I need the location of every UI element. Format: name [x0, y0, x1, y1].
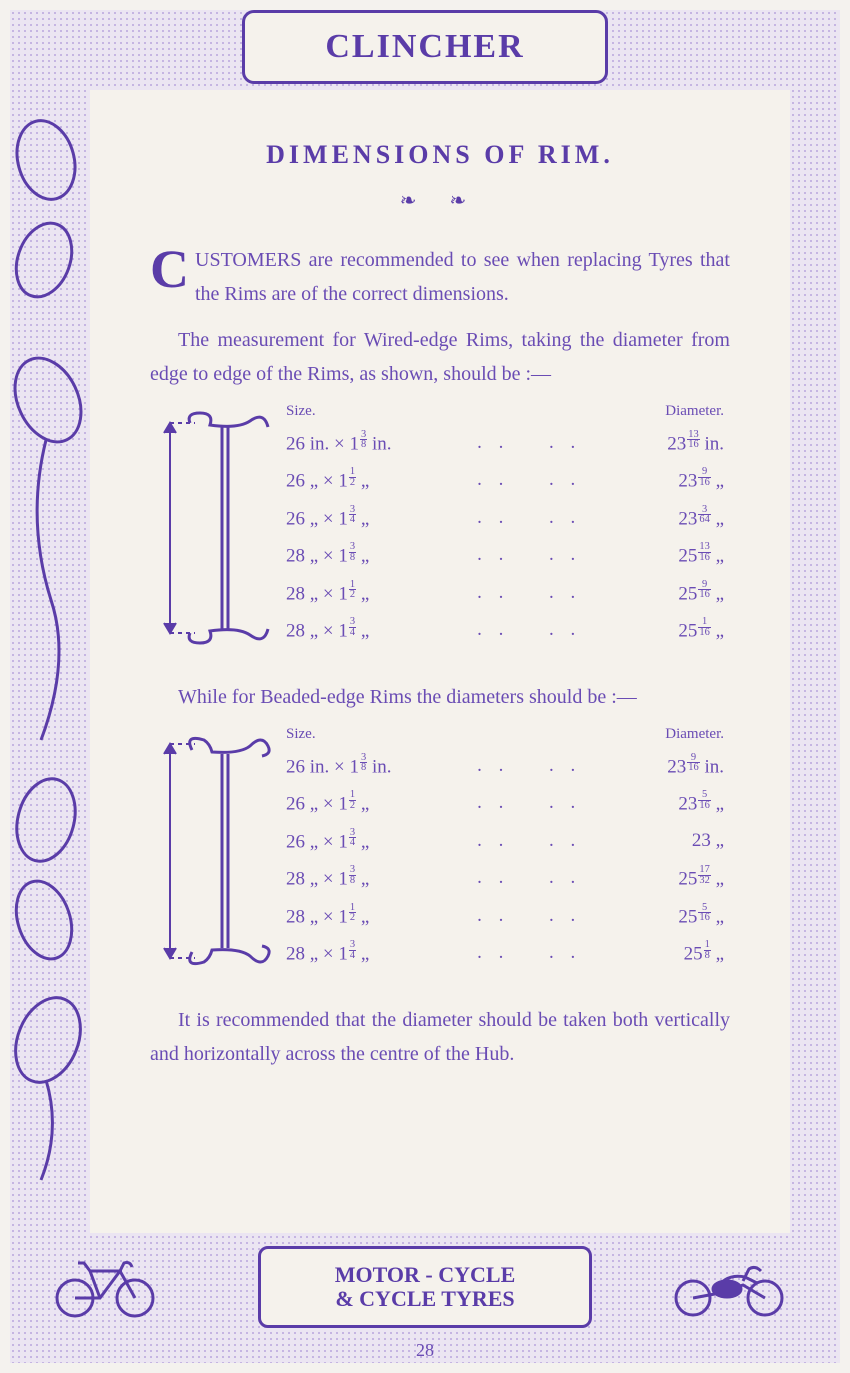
table-row: 26 „ × 112 „. .. .23916 „ [280, 461, 730, 498]
table-row: 26 „ × 112 „. .. .23516 „ [280, 784, 730, 821]
intro-text: USTOMERS are recommended to see when rep… [195, 249, 730, 305]
table-row: 28 „ × 138 „. .. .251732 „ [280, 859, 730, 896]
size-cell: 26 „ × 112 „ [280, 784, 471, 821]
dots: . . [471, 897, 543, 934]
size-cell: 26 „ × 134 „ [280, 499, 471, 536]
dots: . . [543, 461, 615, 498]
footer-scroll: MOTOR - CYCLE & CYCLE TYRES [258, 1246, 592, 1328]
table-row: 28 „ × 134 „. .. .25116 „ [280, 611, 730, 648]
diameter-cell: 25116 „ [615, 611, 730, 648]
diameter-cell: 23 „ [615, 822, 730, 859]
beaded-table-wrap: Size. Diameter. 26 in. × 138 in.. .. .23… [150, 726, 730, 991]
col-size: Size. [280, 403, 471, 424]
dots: . . [543, 822, 615, 859]
dots: . . [471, 499, 543, 536]
title-ornament: ❧ ❧ [150, 188, 730, 213]
beaded-edge-paragraph: While for Beaded-edge Rims the diameters… [150, 680, 730, 714]
motorcycle-icon [665, 1253, 795, 1323]
diameter-cell: 23916 in. [615, 747, 730, 784]
footer-line2: & CYCLE TYRES [335, 1287, 516, 1311]
size-cell: 28 „ × 134 „ [280, 611, 471, 648]
dropcap: C [150, 243, 195, 293]
dots: . . [543, 536, 615, 573]
wired-edge-table: Size. Diameter. 26 in. × 138 in.. .. .23… [280, 403, 730, 649]
diameter-cell: 23516 „ [615, 784, 730, 821]
table-row: 28 „ × 112 „. .. .25516 „ [280, 897, 730, 934]
dots: . . [471, 859, 543, 896]
footer-line1: MOTOR - CYCLE [335, 1263, 516, 1287]
beaded-rim-diagram [150, 726, 280, 991]
size-cell: 28 „ × 112 „ [280, 574, 471, 611]
diameter-cell: 25916 „ [615, 574, 730, 611]
size-cell: 28 „ × 112 „ [280, 897, 471, 934]
table-row: 26 in. × 138 in.. .. .23916 in. [280, 747, 730, 784]
size-cell: 26 in. × 138 in. [280, 747, 471, 784]
size-cell: 28 „ × 138 „ [280, 536, 471, 573]
dots: . . [471, 536, 543, 573]
col-size: Size. [280, 726, 471, 747]
dots: . . [471, 784, 543, 821]
wired-edge-paragraph: The measurement for Wired-edge Rims, tak… [150, 323, 730, 391]
wired-rim-diagram [150, 403, 280, 668]
table-row: 26 „ × 134 „. .. .23364 „ [280, 499, 730, 536]
intro-paragraph: C USTOMERS are recommended to see when r… [150, 243, 730, 311]
dots: . . [471, 424, 543, 461]
diameter-cell: 23916 „ [615, 461, 730, 498]
size-cell: 28 „ × 134 „ [280, 934, 471, 971]
dots: . . [471, 934, 543, 971]
header-brand-scroll: CLINCHER [242, 10, 608, 84]
diameter-cell: 231316 in. [615, 424, 730, 461]
col-diameter: Diameter. [615, 726, 730, 747]
dots: . . [471, 611, 543, 648]
final-paragraph: It is recommended that the diameter shou… [150, 1003, 730, 1071]
wired-table-wrap: Size. Diameter. 26 in. × 138 in.. .. .23… [150, 403, 730, 668]
table-row: 28 „ × 134 „. .. .2518 „ [280, 934, 730, 971]
beaded-edge-table: Size. Diameter. 26 in. × 138 in.. .. .23… [280, 726, 730, 972]
dots: . . [543, 859, 615, 896]
dots: . . [543, 574, 615, 611]
dots: . . [543, 747, 615, 784]
dots: . . [543, 934, 615, 971]
bicycle-icon [50, 1253, 160, 1323]
col-diameter: Diameter. [615, 403, 730, 424]
dots: . . [471, 461, 543, 498]
dots: . . [543, 784, 615, 821]
brand-name: CLINCHER [325, 28, 524, 66]
table-row: 28 „ × 112 „. .. .25916 „ [280, 574, 730, 611]
table-row: 26 „ × 134 „. .. .23 „ [280, 822, 730, 859]
size-cell: 26 „ × 112 „ [280, 461, 471, 498]
content-panel: DIMENSIONS OF RIM. ❧ ❧ C USTOMERS are re… [90, 90, 790, 1233]
diameter-cell: 251316 „ [615, 536, 730, 573]
page-number: 28 [0, 1340, 850, 1361]
dots: . . [543, 897, 615, 934]
dots: . . [543, 424, 615, 461]
table-row: 26 in. × 138 in.. .. .231316 in. [280, 424, 730, 461]
page-title: DIMENSIONS OF RIM. [150, 140, 730, 170]
diameter-cell: 251732 „ [615, 859, 730, 896]
diameter-cell: 25516 „ [615, 897, 730, 934]
table-row: 28 „ × 138 „. .. .251316 „ [280, 536, 730, 573]
size-cell: 26 in. × 138 in. [280, 424, 471, 461]
dots: . . [471, 574, 543, 611]
dots: . . [471, 822, 543, 859]
left-chain-ornament [6, 100, 86, 1223]
dots: . . [543, 499, 615, 536]
dots: . . [471, 747, 543, 784]
diameter-cell: 2518 „ [615, 934, 730, 971]
size-cell: 28 „ × 138 „ [280, 859, 471, 896]
size-cell: 26 „ × 134 „ [280, 822, 471, 859]
dots: . . [543, 611, 615, 648]
diameter-cell: 23364 „ [615, 499, 730, 536]
